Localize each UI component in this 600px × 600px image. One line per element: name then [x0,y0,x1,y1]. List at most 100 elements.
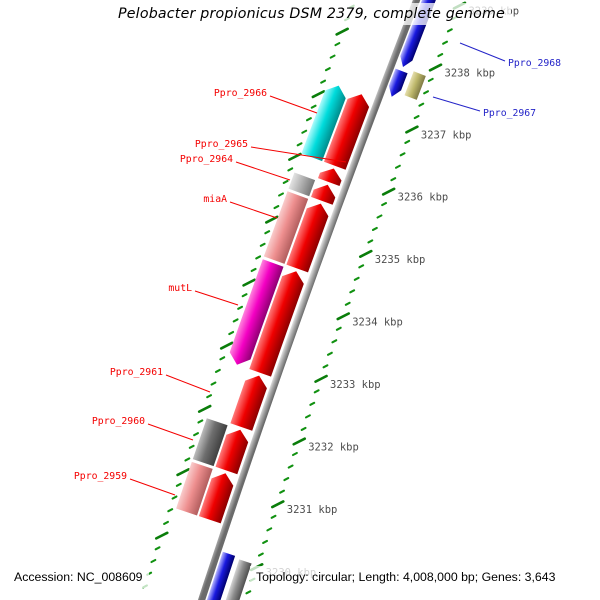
tick-minor [270,514,277,519]
map-title: Pelobacter propionicus DSM 2379, complet… [112,3,511,25]
tick-major [428,63,443,72]
gene-arrow-Ppro_2959[interactable] [176,461,213,516]
feature-labels: Ppro_2966 Ppro_2965 Ppro_2964 miaA mutL Ppro_… [74,42,561,496]
tick-minor [367,239,374,244]
gene-label[interactable]: mutL [168,283,192,294]
ruler-label: 3238 kbp [445,67,496,79]
tick-minor [381,202,388,207]
tick-minor [344,301,351,306]
tick-minor [291,451,298,457]
tick-minor [394,164,401,169]
label-line [165,374,211,393]
gene-arrow-Ppro_2959[interactable] [198,473,234,524]
tick-major [176,468,190,477]
tick-minor [219,356,226,361]
gene-arrow-mutL[interactable] [229,259,284,365]
tick-minor [423,90,429,95]
tick-minor [390,177,397,182]
gene-arrow-Ppro_2967[interactable] [388,68,408,97]
tick-major [154,531,169,540]
tick-minor [399,152,406,157]
tick-minor [283,477,290,482]
label-line [235,161,291,181]
gene-label[interactable]: Ppro_2965 [195,139,248,150]
gene-arrow-Ppro_2961[interactable] [230,375,267,431]
tick-minor [353,276,360,281]
tick-minor [310,104,317,109]
tick-minor [324,67,331,72]
tick-major [314,374,328,383]
label-line [459,42,506,62]
gene-arrow-Ppro_2967[interactable] [404,71,426,100]
tick-minor [427,77,434,82]
tick-minor [331,339,338,344]
tick-minor [287,167,294,172]
gene-arrow-Ppro_2964[interactable] [311,184,336,205]
tick-minor [326,351,333,356]
tick-minor [301,129,308,134]
ruler-label: 3235 kbp [375,254,426,266]
gene-label[interactable]: Ppro_2964 [180,154,233,165]
label-line [250,146,347,163]
tick-minor [163,520,169,525]
ruler-label: 3231 kbp [287,504,338,516]
gene-arrow[interactable] [220,559,252,600]
tick-major [311,90,326,99]
tick-major [292,437,307,446]
tick-minor [335,326,342,331]
tick-minor [250,267,257,273]
tick-minor [257,552,264,557]
tick-minor [442,40,449,45]
tick-minor [287,464,294,469]
tick-minor [214,368,221,373]
tick-major [219,341,234,350]
gene-arrow-Ppro_2966[interactable] [301,85,346,162]
gene-label[interactable]: Ppro_2968 [508,58,561,69]
tick-minor [273,205,280,210]
gene-arrow[interactable] [206,551,236,600]
tick-minor [437,53,444,58]
tick-major [335,27,349,36]
gene-label[interactable]: Ppro_2960 [92,416,145,427]
tick-minor [282,179,289,184]
ruler-label: 3233 kbp [330,379,381,391]
tick-major [197,404,212,413]
tick-minor [418,102,425,107]
tick-minor [413,115,420,120]
gene-label[interactable]: Ppro_2967 [483,108,536,119]
label-line [147,423,194,441]
ruler-label: 3237 kbp [421,129,472,141]
gene-arrow-Ppro_2960[interactable] [192,418,228,467]
tick-minor [228,330,235,336]
tick-minor [232,318,239,323]
gene-arrow-miaA[interactable] [286,203,329,273]
gene-label[interactable]: miaA [203,194,227,205]
tick-minor [175,482,182,487]
tick-minor [255,255,262,260]
gene-label[interactable]: Ppro_2959 [74,471,127,482]
tick-minor [206,394,213,399]
gene-label[interactable]: Ppro_2966 [214,88,267,99]
ruler-label: 3232 kbp [308,441,359,453]
tick-major [336,312,351,321]
tick-minor [150,558,157,564]
gene-arrow-Ppro_2965[interactable] [318,168,342,187]
ruler-label: 3236 kbp [398,192,449,204]
tick-minor [322,364,329,369]
gene-arrow-Ppro_2964[interactable] [288,172,316,197]
gene-label[interactable]: Ppro_2961 [110,367,163,378]
gene-arrow-Ppro_2960[interactable] [215,429,249,475]
tick-major [242,278,256,287]
tick-minor [264,230,271,235]
gene-arrow-Ppro_2966[interactable] [324,94,370,170]
tick-minor [313,389,320,394]
tick-major [270,500,285,509]
gene-arrow-miaA[interactable] [263,191,309,264]
status-summary: Topology: circular; Length: 4,008,000 bp… [250,566,562,588]
gene-arrow-mutL[interactable] [249,271,304,377]
tick-minor [197,419,204,424]
status-accession: Accession: NC_008609 [8,566,149,588]
tick-minor [304,414,311,419]
tick-minor [184,457,191,462]
